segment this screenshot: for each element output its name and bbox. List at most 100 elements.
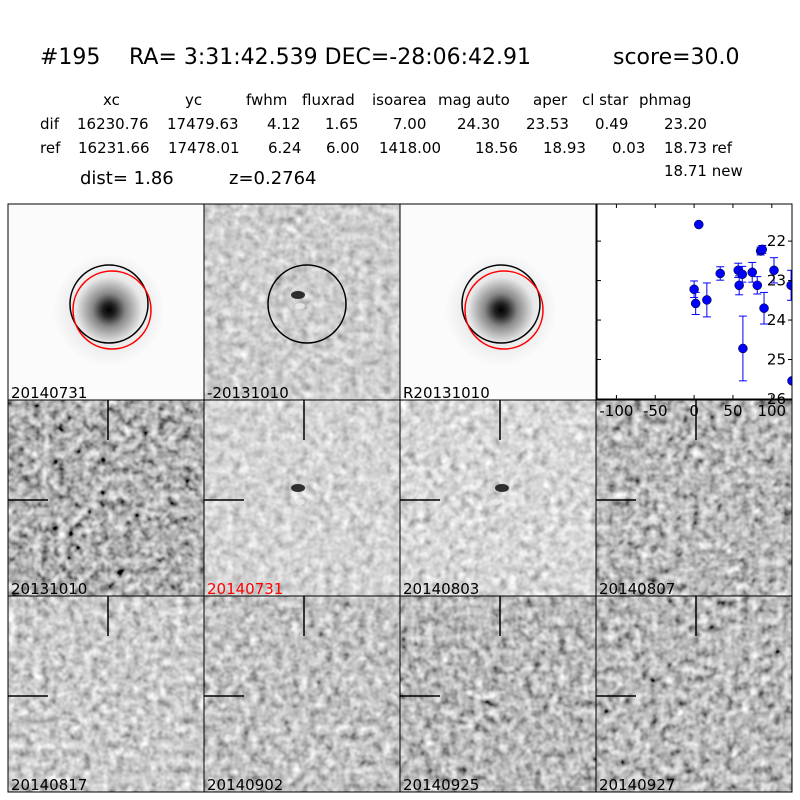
marker [690, 298, 701, 309]
coordinates: RA= 3:31:42.539 DEC=-28:06:42.91 [129, 45, 531, 70]
column-header: isoarea [372, 91, 427, 109]
column-header: fwhm [246, 91, 287, 109]
data-point [747, 261, 757, 283]
marker [752, 280, 763, 291]
photometry-table: xc yc fwhm fluxrad isoarea mag auto aper cl sta… [40, 91, 733, 157]
table-cell: 1.65 [325, 115, 358, 133]
column-header: cl star [582, 91, 629, 109]
table-cell: 7.00 [393, 115, 426, 133]
table-cell: 1418.00 [379, 139, 441, 157]
marker [747, 267, 757, 278]
data-point [738, 315, 748, 382]
image-stamp: R20131010 [399, 203, 597, 402]
stamp-date-label: 20140927 [599, 776, 675, 794]
column-header: yc [185, 91, 202, 109]
column-header: aper [533, 91, 568, 109]
data-point [759, 291, 769, 325]
table-cell: 0.03 [612, 139, 645, 157]
column-header: xc [103, 91, 120, 109]
table-cell: 0.49 [595, 115, 628, 133]
data-point [752, 276, 763, 295]
table-cell: 4.12 [267, 115, 300, 133]
table-cell: 23.20 [664, 115, 707, 133]
table-cell: 17478.01 [168, 139, 240, 157]
image-stamp: -20131010 [203, 203, 401, 402]
table-cell: 23.53 [526, 115, 569, 133]
x-tick-label: -100 [599, 402, 633, 420]
source-blob [291, 484, 305, 492]
table-cell: 16231.66 [78, 139, 150, 157]
table-cell: 17479.63 [167, 115, 239, 133]
stamp-grid: 20140731 -20131010 R20131010 20131010 201407… [7, 203, 793, 794]
data-point [702, 282, 712, 318]
redshift: z=0.2764 [229, 168, 317, 189]
table-cell: 6.24 [268, 139, 301, 157]
marker [737, 269, 748, 280]
image-stamp: 20140731 [7, 203, 205, 402]
y-tick-label: 22 [767, 232, 786, 250]
host-galaxy [446, 255, 556, 365]
data-point [769, 257, 779, 284]
marker [769, 265, 779, 276]
stamp-date-label: 20140731 [11, 384, 87, 402]
distance: dist= 1.86 [80, 168, 174, 189]
stamp-date-label: 20140817 [11, 776, 87, 794]
marker [757, 244, 767, 255]
aperture-circle [267, 264, 347, 344]
table-cell: 18.93 [543, 139, 586, 157]
image-stamp: 20140902 [203, 595, 401, 794]
row-label: ref [40, 139, 61, 157]
source-blob [291, 291, 305, 299]
table-cell: 18.73 ref [664, 139, 733, 157]
lightcurve-plot: -100 -50 0 50 100 22 23 24 25 26 [596, 203, 793, 420]
stamp-date-label: -20131010 [207, 384, 289, 402]
x-tick-label: -50 [643, 402, 668, 420]
image-stamp: 20140807 [595, 399, 793, 598]
marker [738, 343, 748, 354]
stamp-date-label: 20140925 [403, 776, 479, 794]
aperture-circle [69, 264, 149, 344]
x-tick-label: 0 [689, 402, 699, 420]
column-header: fluxrad [302, 91, 355, 109]
y-tick-label: 24 [767, 311, 786, 329]
x-tick-label: 50 [723, 402, 742, 420]
data-point [787, 376, 792, 386]
table-cell: 24.30 [457, 115, 500, 133]
image-stamp: 20140925 [399, 595, 597, 794]
reference-circle [72, 270, 152, 350]
stamp-date-label: 20140803 [403, 580, 479, 598]
stamp-date-label: 20140807 [599, 580, 675, 598]
data-point [690, 291, 701, 316]
marker [734, 280, 744, 291]
data-point [715, 266, 725, 281]
image-stamp: 20140731 [203, 399, 401, 598]
marker [694, 219, 704, 230]
column-header: mag auto [438, 91, 510, 109]
data-point [786, 269, 792, 301]
x-tick-label: 100 [757, 402, 786, 420]
stamp-date-label: 20140731 [207, 580, 283, 598]
marker [689, 284, 699, 295]
reference-circle [464, 270, 544, 350]
stamp-date-label: 20131010 [11, 580, 87, 598]
score: score=30.0 [613, 45, 740, 70]
column-header: phmag [639, 91, 691, 109]
image-stamp: 20140803 [399, 399, 597, 598]
image-stamp: 20131010 [7, 399, 205, 598]
data-point [757, 244, 767, 255]
stamp-date-label: R20131010 [403, 384, 490, 402]
table-cell: 16230.76 [77, 115, 149, 133]
marker [787, 376, 792, 386]
y-tick-label: 23 [767, 272, 786, 290]
stamp-date-label: 20140902 [207, 776, 283, 794]
phmag-new: 18.71 new [664, 162, 743, 180]
y-tick-label: 25 [767, 351, 786, 369]
host-galaxy [54, 255, 164, 365]
aperture-circle [461, 264, 541, 344]
source-blob [495, 484, 509, 492]
candidate-id: #195 [40, 45, 100, 70]
data-point [737, 265, 748, 283]
marker [702, 295, 712, 305]
row-label: dif [40, 115, 60, 133]
